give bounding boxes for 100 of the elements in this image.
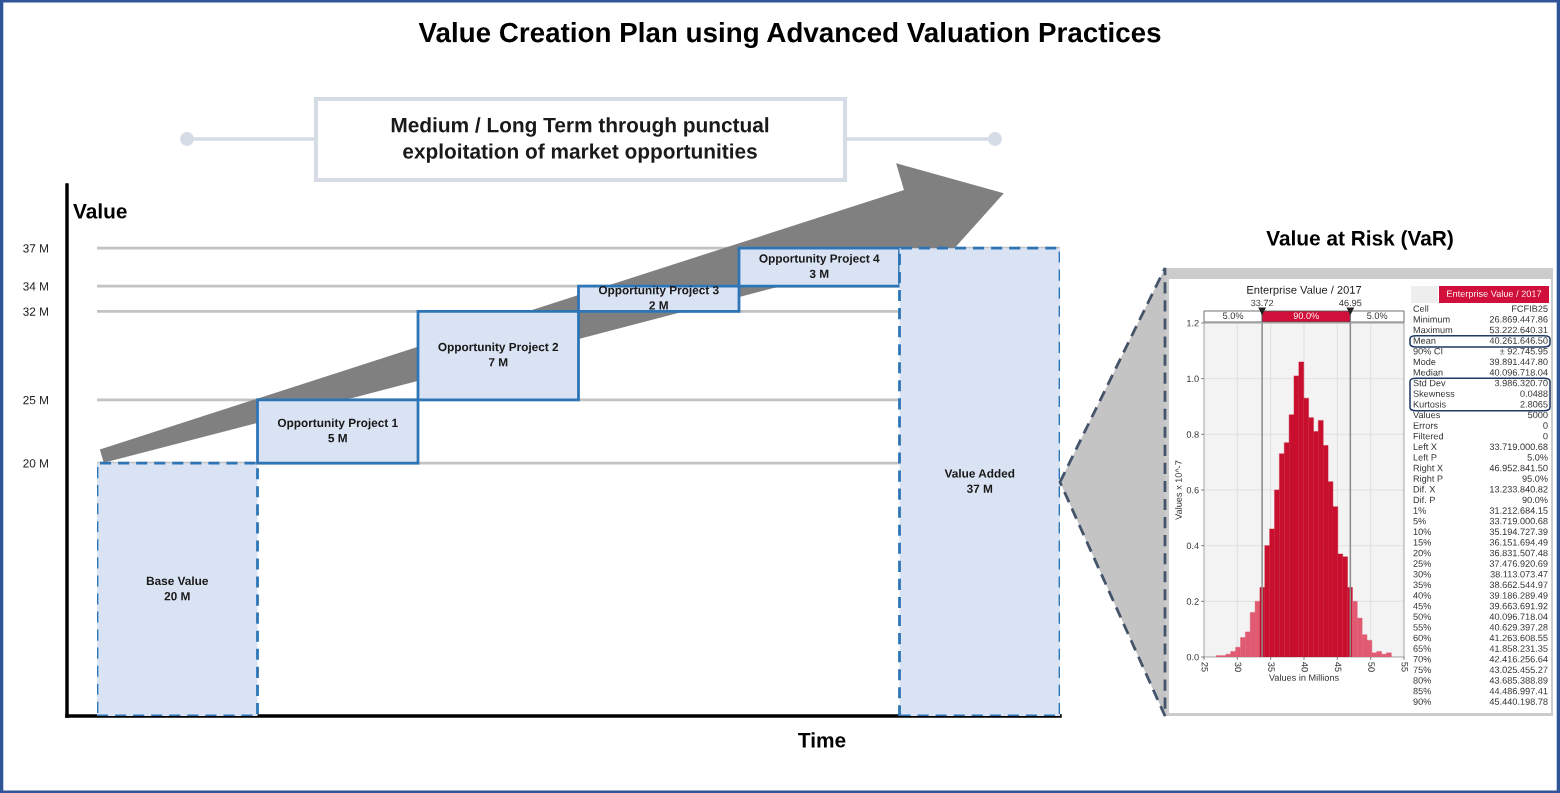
- text: 65%: [1413, 645, 1432, 652]
- text: 38.662.544.97: [1489, 581, 1548, 589]
- text: 41.858.231.35: [1489, 645, 1548, 652]
- text: 33.719.000.68: [1489, 517, 1548, 525]
- data-label: 5 M: [328, 434, 347, 443]
- text: 90%: [1413, 698, 1432, 705]
- text: 5%: [1413, 517, 1426, 525]
- text: 45.440.198.78: [1489, 698, 1548, 705]
- text: 40.261.646.50: [1489, 337, 1548, 344]
- text: 30%: [1413, 570, 1432, 578]
- data-label: 2 M: [649, 301, 668, 310]
- text: Skewness: [1413, 390, 1455, 397]
- text: Std Dev: [1413, 379, 1446, 387]
- text: 45%: [1413, 602, 1432, 610]
- x-axis-title: Time: [798, 732, 846, 748]
- text: 80%: [1413, 677, 1432, 684]
- x-tick-label: 40: [1301, 662, 1309, 672]
- text: 42.416.256.64: [1489, 655, 1548, 663]
- y-axis-title: Values x 10^-7: [1175, 460, 1182, 520]
- text: 2.8065: [1520, 401, 1548, 408]
- text: 50%: [1413, 613, 1432, 620]
- text: 46.952.841.50: [1489, 464, 1548, 472]
- text: 1%: [1413, 507, 1426, 514]
- chart-title: Value Creation Plan using Advanced Valuation Practices: [418, 21, 1161, 49]
- x-tick-label: 50: [1368, 662, 1375, 672]
- text: Medium / Long Term through punctual exploitation of market opportunities: [391, 117, 769, 163]
- text: Dif. X: [1413, 485, 1436, 493]
- y-tick-label: 32 M: [23, 307, 48, 316]
- text: Median: [1413, 368, 1443, 376]
- y-tick-label: 0.4: [1186, 542, 1199, 550]
- y-tick-label: 0.8: [1186, 431, 1199, 438]
- text: 35.194.727.39: [1489, 528, 1548, 535]
- text: 90% CI: [1413, 347, 1443, 355]
- ref-line-label: 33.72: [1251, 299, 1274, 307]
- text: Cell: [1413, 305, 1429, 312]
- text: 20%: [1413, 549, 1432, 557]
- text: Errors: [1413, 422, 1438, 429]
- text: 37.476.920.69: [1489, 560, 1548, 567]
- x-tick-label: 30: [1234, 662, 1242, 672]
- text: Values: [1413, 411, 1441, 419]
- x-tick-label: 25: [1201, 662, 1209, 672]
- series-label: Opportunity Project 2: [438, 342, 559, 354]
- text: 90.0%: [1293, 312, 1319, 319]
- text: 39.891.447.80: [1489, 358, 1548, 366]
- text: 10%: [1413, 528, 1432, 535]
- y-tick-label: 0.0: [1186, 653, 1199, 661]
- x-tick-label: 55: [1401, 662, 1408, 672]
- series-label: Base Value: [146, 576, 209, 586]
- text: 5.0%: [1527, 454, 1548, 461]
- text: 0: [1543, 422, 1548, 429]
- text: Minimum: [1413, 315, 1450, 323]
- chart-subtitle: Enterprise Value / 2017: [1247, 285, 1362, 296]
- text: 36.831.507.48: [1489, 549, 1548, 557]
- text: 53.222.640.31: [1489, 326, 1548, 334]
- y-tick-label: 25 M: [23, 395, 48, 405]
- text: 75%: [1413, 666, 1432, 674]
- text: 41.263.608.55: [1489, 634, 1548, 642]
- text: 43.025.455.27: [1489, 666, 1548, 674]
- text: Right X: [1413, 464, 1443, 474]
- y-tick-label: 0.6: [1186, 486, 1199, 494]
- text: 40.096.718.04: [1489, 613, 1548, 620]
- text: Filtered: [1413, 432, 1443, 440]
- text: Enterprise Value / 2017: [1447, 290, 1542, 299]
- series-label: Opportunity Project 3: [598, 285, 719, 297]
- text: 33.719.000.68: [1489, 443, 1548, 451]
- y-tick-label: 34 M: [23, 282, 48, 291]
- text: 85%: [1413, 687, 1432, 695]
- text: Dif. P: [1413, 496, 1435, 504]
- text: 13.233.840.82: [1490, 486, 1548, 493]
- text: 95.0%: [1522, 475, 1548, 482]
- text: 60%: [1413, 634, 1432, 642]
- y-tick-label: 0.2: [1186, 598, 1199, 605]
- text: 40.096.718.04: [1489, 369, 1548, 376]
- text: 70%: [1413, 655, 1432, 663]
- text: 55%: [1413, 624, 1432, 631]
- text: ± 92.745.95: [1499, 347, 1548, 355]
- text: 5000: [1527, 411, 1548, 419]
- text: Left P: [1413, 453, 1437, 461]
- text: 15%: [1413, 539, 1432, 546]
- text: Left X: [1413, 443, 1437, 451]
- y-tick-label: 37 M: [23, 244, 48, 253]
- text: Right P: [1413, 475, 1443, 484]
- text: 44.486.997.41: [1489, 687, 1548, 695]
- series-label: Opportunity Project 1: [277, 418, 398, 430]
- text: 26.869.447.86: [1489, 316, 1548, 323]
- data-label: 20 M: [164, 592, 190, 601]
- y-tick-label: 1.2: [1187, 319, 1199, 327]
- text: 35%: [1413, 581, 1432, 589]
- text: 25%: [1413, 560, 1432, 567]
- text: Mode: [1413, 358, 1436, 366]
- text: Kurtosis: [1413, 400, 1446, 408]
- text: 38.113.073.47: [1490, 570, 1548, 578]
- y-tick-label: 20 M: [23, 459, 48, 468]
- ref-line-label: 46.95: [1339, 299, 1362, 307]
- series-label: Opportunity Project 4: [759, 254, 880, 266]
- text: 90.0%: [1522, 496, 1548, 504]
- x-axis-title: Values in Millions: [1268, 674, 1339, 681]
- chart-title: Value at Risk (VaR): [1266, 230, 1453, 250]
- text: 31.212.684.15: [1489, 507, 1548, 514]
- text: 0: [1543, 432, 1548, 440]
